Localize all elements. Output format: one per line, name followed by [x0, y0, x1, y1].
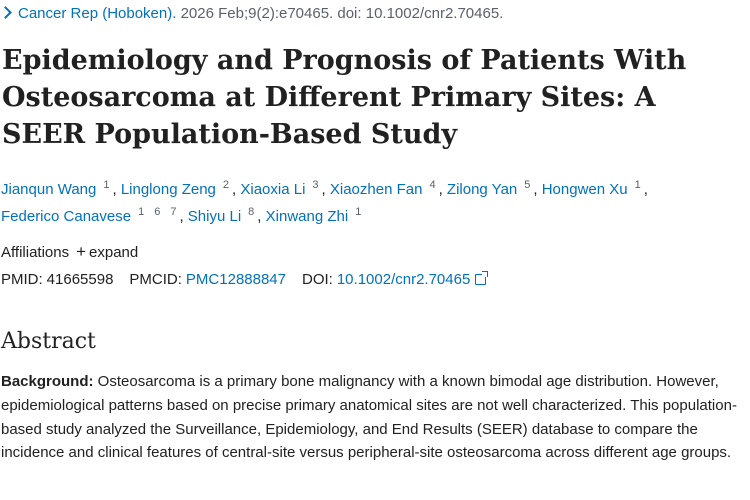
pmcid-label: PMCID:	[129, 271, 182, 288]
author-separator: ,	[533, 181, 538, 198]
author-item: Linglong Zeng 2,	[120, 179, 237, 198]
doi-value: 10.1002/cnr2.70465	[336, 271, 471, 288]
journal-link[interactable]: Cancer Rep (Hoboken).	[18, 5, 177, 22]
author-separator: ,	[438, 181, 443, 198]
author-item: Xiaozhen Fan 4,	[329, 179, 443, 198]
author-item: Xinwang Zhi 1	[265, 206, 365, 225]
author-name-link[interactable]: Xiaoxia Li	[240, 181, 306, 198]
author-separator: ,	[321, 181, 326, 198]
chevron-right-icon	[0, 6, 12, 19]
article-title: Epidemiology and Prognosis of Patients W…	[2, 45, 687, 150]
author-list: Jianqun Wang 1, Linglong Zeng 2, Xiaoxia L…	[1, 176, 746, 230]
pmid-label: PMID:	[1, 271, 43, 288]
pmid-value: 41665598	[46, 271, 114, 288]
author-name-link[interactable]: Federico Canavese	[1, 208, 132, 225]
author-item: Shiyu Li 8,	[187, 206, 262, 225]
author-separator: ,	[643, 181, 648, 198]
expand-label: expand	[89, 244, 139, 261]
background-text: Osteosarcoma is a primary bone malignanc…	[1, 373, 737, 462]
affiliations-toggle[interactable]: Affiliations + expand	[1, 240, 138, 264]
author-name-link[interactable]: Zilong Yan	[446, 181, 518, 198]
author-item: Xiaoxia Li 3,	[240, 179, 326, 198]
author-separator: ,	[112, 181, 117, 198]
article-identifiers: PMID: 41665598 PMCID: PMC12888847 DOI: 10.100…	[1, 268, 489, 292]
doi-label: DOI:	[302, 271, 333, 288]
external-link-icon	[475, 271, 489, 285]
affiliation-number[interactable]: 2	[222, 179, 230, 191]
affiliation-number[interactable]: 1	[634, 179, 641, 191]
pmcid-link[interactable]: PMC12888847	[185, 271, 286, 288]
author-name-link[interactable]: Jianqun Wang	[1, 181, 97, 198]
abstract-heading: Abstract	[1, 329, 96, 354]
author-name-link[interactable]: Linglong Zeng	[120, 181, 216, 198]
author-name-link[interactable]: Xinwang Zhi	[265, 208, 349, 225]
author-item: Federico Canavese 1 6 7,	[1, 206, 184, 225]
author-separator: ,	[257, 208, 262, 225]
author-name-link[interactable]: Hongwen Xu	[541, 181, 628, 198]
author-name-link[interactable]: Xiaozhen Fan	[329, 181, 423, 198]
affiliation-number[interactable]: 5	[524, 179, 531, 191]
citation-details: 2026 Feb;9(2):e70465. doi: 10.1002/cnr2.…	[176, 5, 504, 22]
affiliation-number[interactable]: 4	[429, 179, 436, 191]
abstract-background: Background: Osteosarcoma is a primary bo…	[1, 370, 749, 465]
affiliation-number[interactable]: 7	[170, 206, 177, 218]
affiliations-label: Affiliations	[1, 244, 70, 261]
author-item: Hongwen Xu 1,	[541, 179, 648, 198]
affiliation-number[interactable]: 6	[154, 206, 161, 218]
author-item: Zilong Yan 5,	[446, 179, 538, 198]
affiliation-number[interactable]: 8	[248, 206, 255, 218]
author-item: Jianqun Wang 1,	[1, 179, 117, 198]
affiliation-number[interactable]: 1	[103, 179, 110, 191]
author-separator: ,	[232, 181, 237, 198]
doi-link[interactable]: 10.1002/cnr2.70465	[336, 271, 489, 288]
background-label: Background:	[1, 373, 94, 390]
affiliation-number[interactable]: 1	[355, 206, 362, 218]
affiliation-number[interactable]: 3	[312, 179, 319, 191]
author-name-link[interactable]: Shiyu Li	[187, 208, 242, 225]
affiliation-number[interactable]: 1	[138, 206, 145, 218]
plus-icon: +	[76, 242, 87, 261]
author-separator: ,	[179, 208, 184, 225]
journal-citation: Cancer Rep (Hoboken). 2026 Feb;9(2):e704…	[0, 4, 503, 24]
